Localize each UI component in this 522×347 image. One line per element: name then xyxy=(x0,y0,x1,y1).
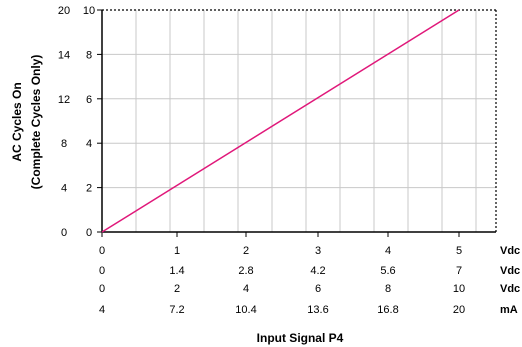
x-tick-label: 3 xyxy=(315,245,321,257)
x-tick-label: 13.6 xyxy=(307,304,328,316)
x-tick-label: 7.2 xyxy=(169,304,184,316)
x-tick-label: 4 xyxy=(243,283,249,295)
y-outer-tick-label: 4 xyxy=(61,183,67,195)
x-tick-label: 4 xyxy=(385,245,391,257)
x-tick-label: 6 xyxy=(315,283,321,295)
y-inner-tick-label: 2 xyxy=(86,183,92,195)
x-tick-label: 8 xyxy=(385,283,391,295)
y-inner-tick-label: 10 xyxy=(83,5,95,17)
y-inner-tick-label: 8 xyxy=(86,49,92,61)
x-tick-label: 4.2 xyxy=(310,265,325,277)
y-inner-tick-label: 0 xyxy=(86,227,92,239)
x-unit-label: mA xyxy=(500,304,518,316)
y-outer-tick-label: 8 xyxy=(61,138,67,150)
x-tick-label: 1.4 xyxy=(169,265,184,277)
x-tick-label: 2 xyxy=(174,283,180,295)
x-tick-labels: 0 1 2 3 4 5 Vdc 0 1.4 2.8 4.2 5.6 7 Vdc 0 2 4 6 8 10 Vdc 4 7.2… xyxy=(99,245,520,316)
y-axis-title-line-2: (Complete Cycles Only) xyxy=(29,55,43,190)
y-outer-tick-label: 12 xyxy=(58,94,70,106)
x-tick-label: 1 xyxy=(174,245,180,257)
x-tick-label: 4 xyxy=(99,304,105,316)
x-tick-label: 20 xyxy=(453,304,465,316)
x-tick-label: 10 xyxy=(453,283,465,295)
x-tick-label: 5.6 xyxy=(380,265,395,277)
y-outer-tick-label: 0 xyxy=(61,227,67,239)
x-axis-title: Input Signal P4 xyxy=(257,331,344,345)
series-line-0 xyxy=(101,9,460,233)
series-group xyxy=(101,9,460,233)
x-tick-label: 10.4 xyxy=(235,304,256,316)
y-outer-tick-label: 20 xyxy=(58,5,70,17)
plot-border xyxy=(97,9,497,237)
y-inner-tick-label: 4 xyxy=(86,138,92,150)
x-unit-label: Vdc xyxy=(500,283,520,295)
x-tick-label: 16.8 xyxy=(377,304,398,316)
x-tick-label: 5 xyxy=(456,245,462,257)
grid xyxy=(102,10,496,232)
x-unit-label: Vdc xyxy=(500,265,520,277)
x-tick-label: 2 xyxy=(243,245,249,257)
y-axis-title-line-1: AC Cycles On xyxy=(10,82,24,161)
x-tick-label: 0 xyxy=(99,245,105,257)
x-tick-label: 2.8 xyxy=(238,265,253,277)
x-tick-label: 7 xyxy=(456,265,462,277)
x-tick-label: 0 xyxy=(99,265,105,277)
y-inner-tick-label: 6 xyxy=(86,94,92,106)
x-tick-label: 0 xyxy=(99,283,105,295)
x-unit-label: Vdc xyxy=(500,245,520,257)
y-outer-tick-label: 14 xyxy=(58,49,70,61)
